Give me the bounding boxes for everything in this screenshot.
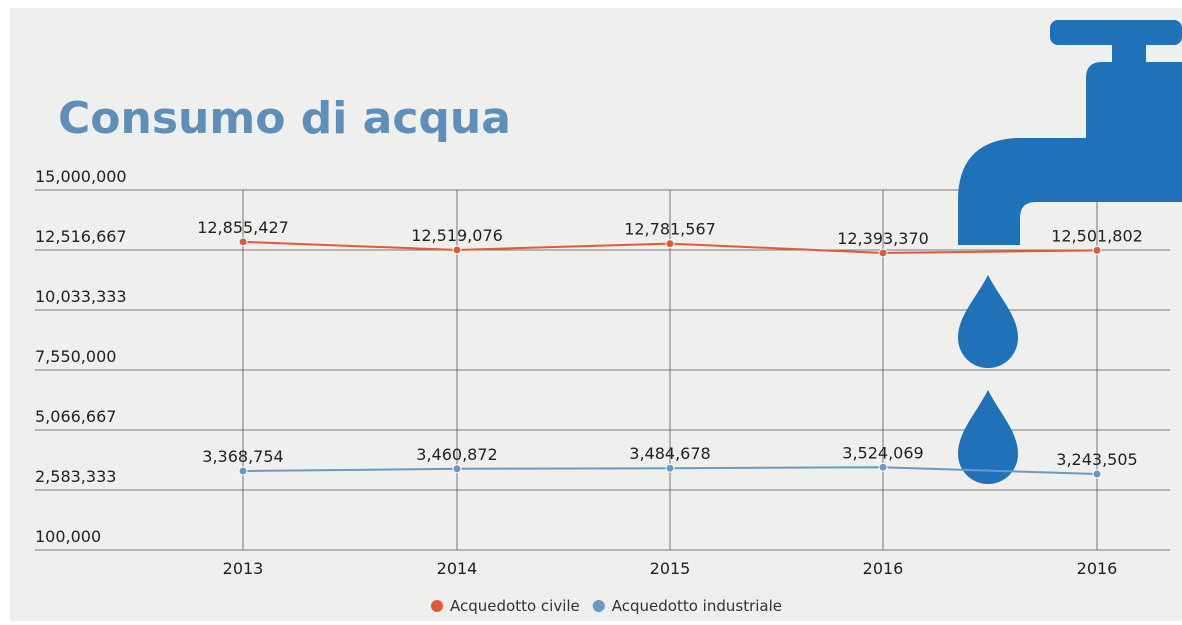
data-label: 12,519,076: [411, 226, 503, 245]
x-tick-label: 2016: [863, 559, 904, 578]
legend-label: Acquedotto civile: [450, 597, 580, 615]
data-label: 12,781,567: [624, 220, 716, 239]
data-point: [878, 462, 888, 472]
data-label: 3,524,069: [842, 443, 923, 462]
data-point: [1092, 245, 1102, 255]
faucet-spout: [958, 62, 1182, 245]
faucet-icon: [958, 20, 1182, 484]
x-tick-label: 2013: [223, 559, 264, 578]
x-tick-label: 2015: [650, 559, 691, 578]
faucet-stem: [1112, 20, 1146, 65]
data-point: [238, 466, 248, 476]
data-point: [452, 245, 462, 255]
data-point: [878, 248, 888, 258]
data-label: 3,484,678: [629, 444, 710, 463]
data-label: 3,368,754: [202, 447, 283, 466]
data-label: 3,460,872: [416, 445, 497, 464]
x-tick-label: 2016: [1077, 559, 1118, 578]
data-point: [665, 463, 675, 473]
data-point: [665, 239, 675, 249]
y-tick-label: 12,516,667: [35, 227, 127, 246]
water-drop: [958, 390, 1018, 484]
y-tick-label: 5,066,667: [35, 407, 116, 426]
y-tick-label: 15,000,000: [35, 167, 127, 186]
data-label: 3,243,505: [1056, 450, 1137, 469]
y-tick-label: 7,550,000: [35, 347, 116, 366]
legend-marker: [592, 600, 605, 612]
legend-marker: [431, 600, 443, 612]
data-label: 12,501,802: [1051, 226, 1143, 245]
data-point: [238, 237, 248, 247]
chart-title: Consumo di acqua: [58, 93, 511, 144]
data-point: [452, 464, 462, 474]
y-tick-label: 10,033,333: [35, 287, 127, 306]
data-label: 12,393,370: [837, 229, 929, 248]
plot: 100,000 2,583,333 5,066,667 7,550,000 10,033…: [35, 167, 1143, 615]
x-tick-label: 2014: [437, 559, 478, 578]
y-tick-label: 100,000: [35, 527, 101, 546]
data-label: 12,855,427: [197, 218, 289, 237]
y-tick-label: 2,583,333: [35, 467, 116, 486]
water-drop: [958, 275, 1018, 368]
data-point: [1092, 469, 1102, 479]
legend-label: Acquedotto industriale: [612, 597, 782, 615]
